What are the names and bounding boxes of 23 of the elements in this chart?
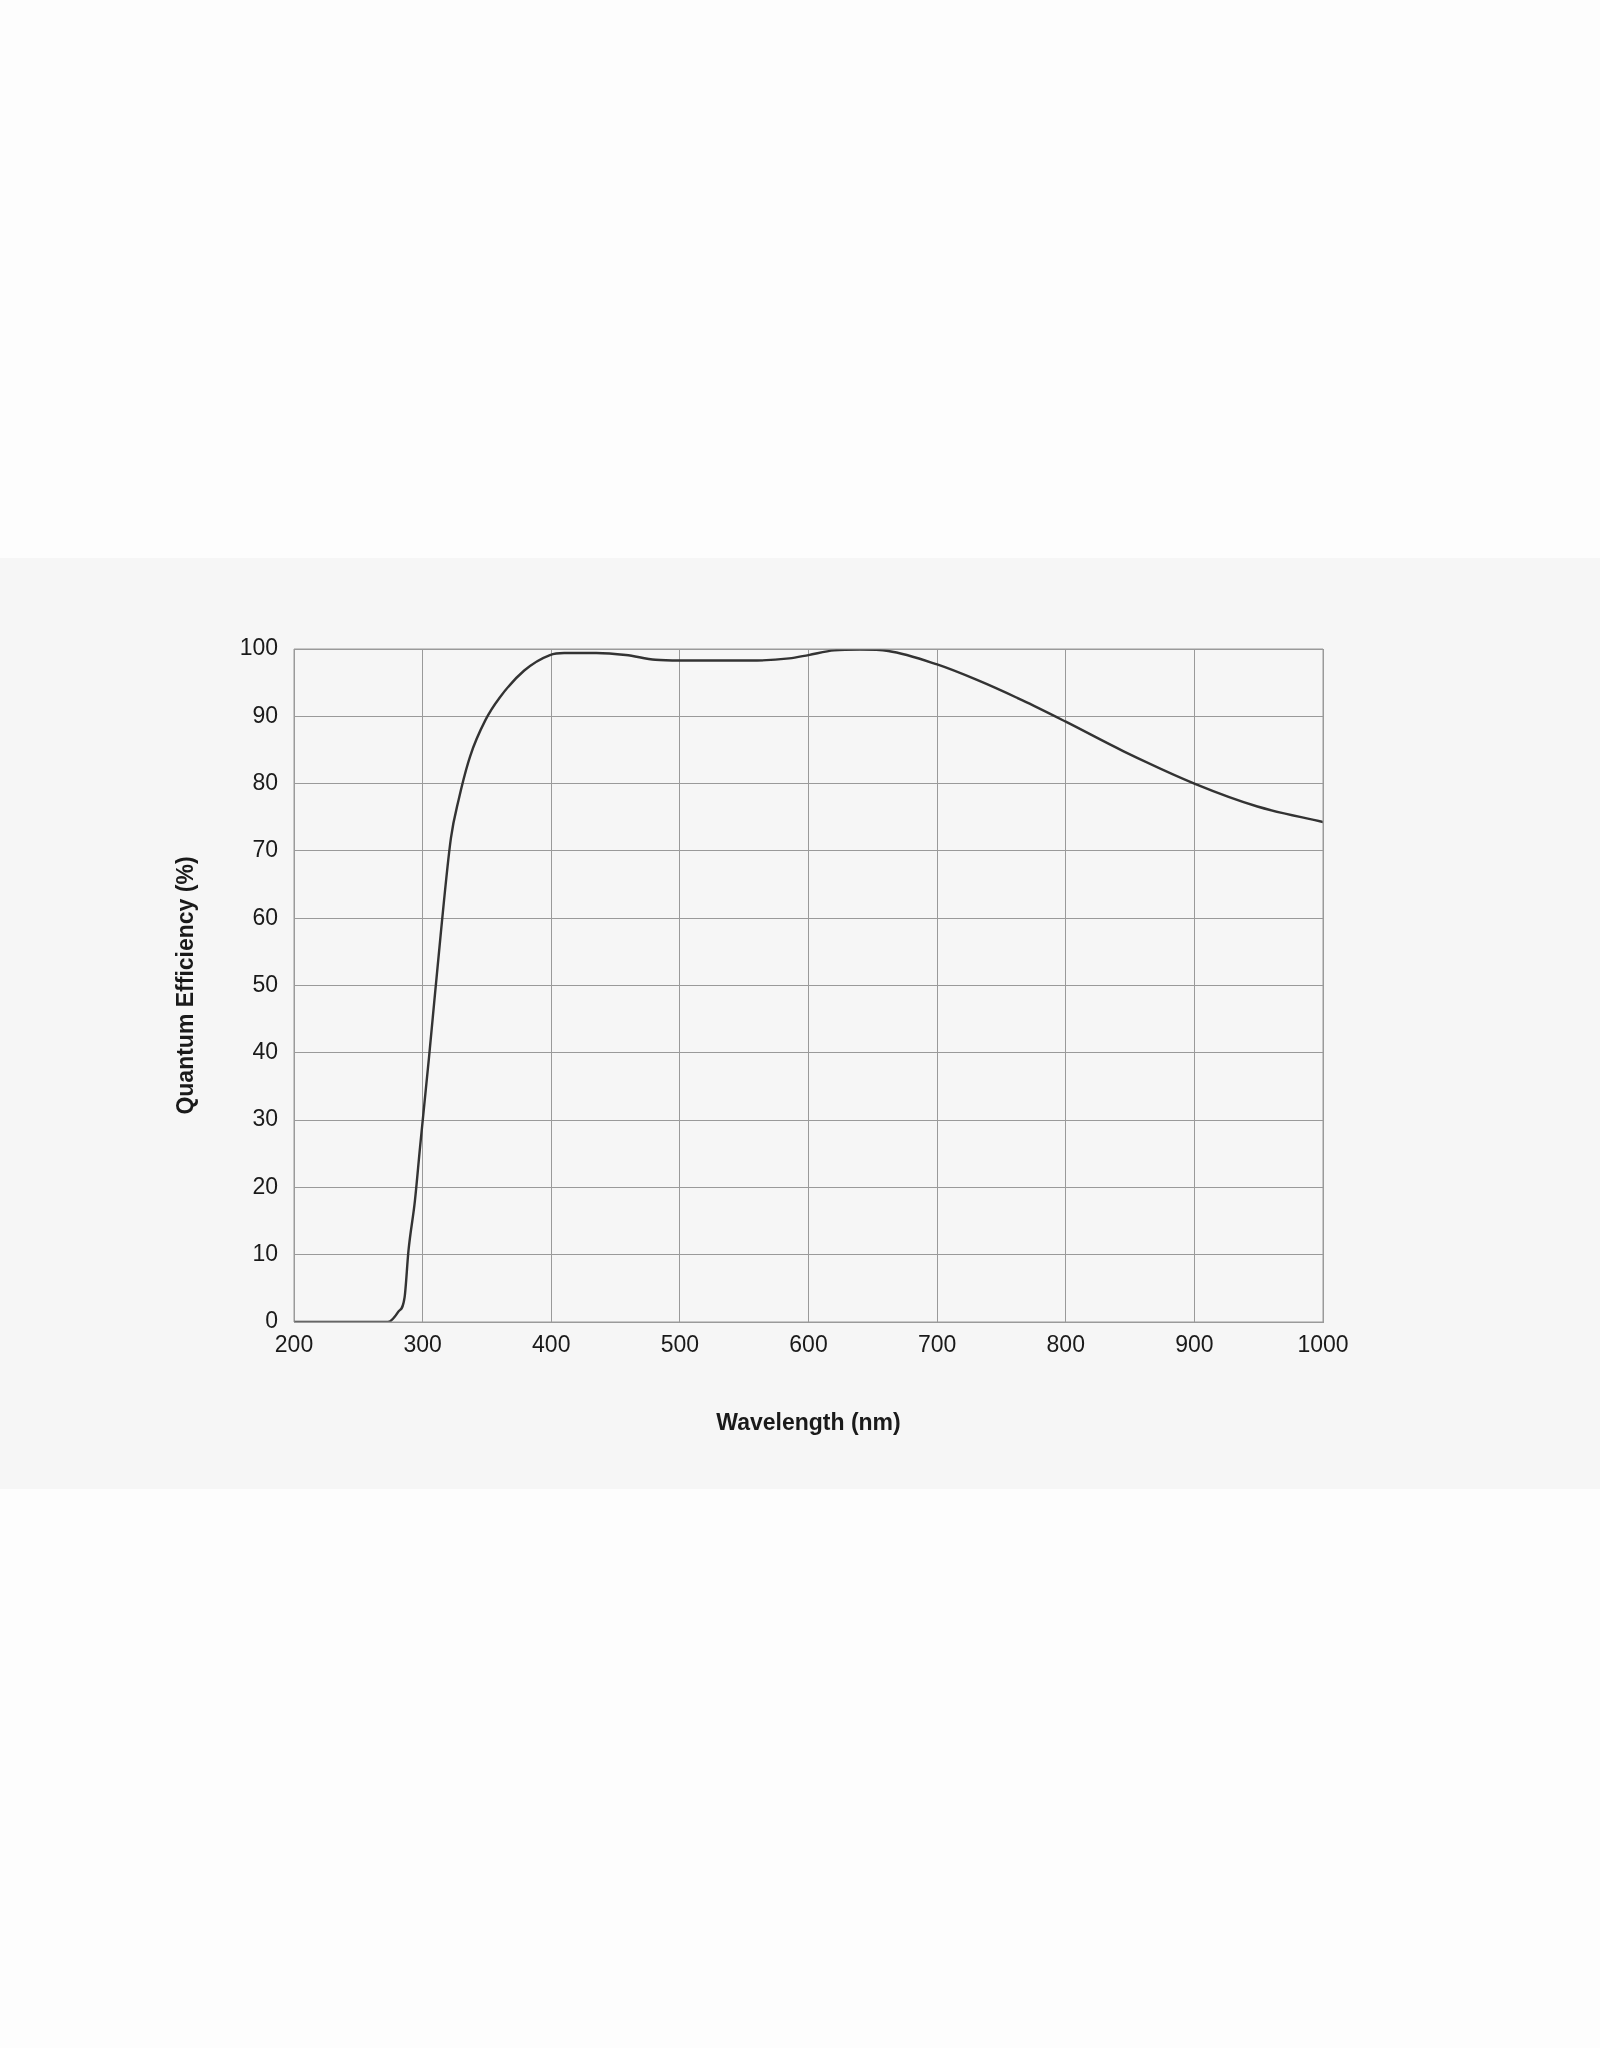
x-tick-label: 400 (532, 1331, 571, 1358)
y-tick-label: 100 (239, 634, 278, 661)
x-tick-label: 900 (1175, 1331, 1214, 1358)
x-tick-label: 1000 (1297, 1331, 1349, 1358)
x-tick-label: 500 (660, 1331, 700, 1358)
y-tick-label: 50 (252, 970, 278, 997)
y-tick-label: 0 (265, 1307, 278, 1334)
y-tick-label: 10 (252, 1240, 278, 1267)
x-tick-label: 200 (274, 1331, 314, 1358)
x-tick-label: 700 (917, 1331, 957, 1358)
x-tick-label: 800 (1046, 1331, 1085, 1358)
y-tick-label: 70 (252, 836, 278, 863)
line-series (294, 649, 1323, 1322)
x-tick-label: 300 (403, 1331, 442, 1358)
y-tick-label: 60 (252, 903, 278, 930)
x-tick-label: 600 (789, 1331, 828, 1358)
y-tick-label: 90 (252, 701, 278, 728)
y-tick-label: 20 (252, 1172, 278, 1199)
x-axis-title: Wavelength (nm) (716, 1408, 901, 1435)
y-tick-label: 40 (252, 1038, 278, 1065)
y-axis-title: Quantum Efficiency (%) (172, 856, 199, 1115)
y-tick-label: 30 (252, 1105, 278, 1132)
y-tick-label: 80 (252, 768, 278, 795)
